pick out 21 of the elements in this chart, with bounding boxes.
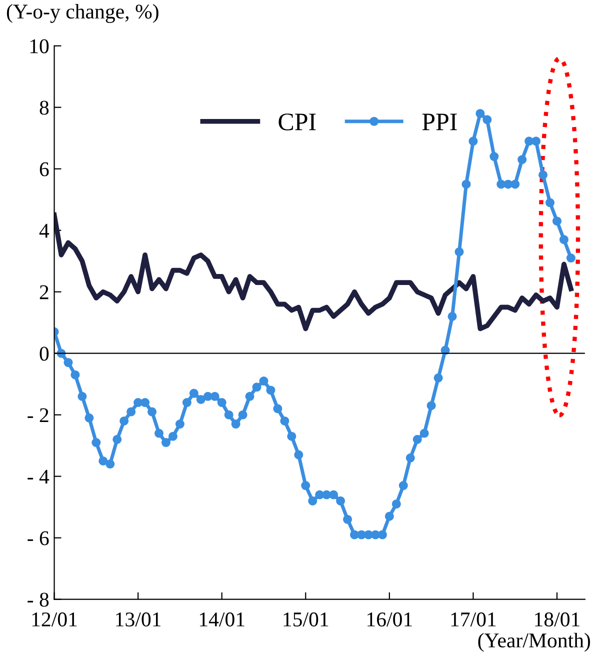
x-tick-label: 13/01	[116, 612, 161, 626]
y-tick-label: 6	[40, 162, 49, 176]
y-tick-label: - 8	[28, 592, 49, 607]
x-tick-label: 17/01	[451, 612, 496, 626]
legend-label: CPI	[278, 114, 316, 130]
y-tick-label: 10	[30, 39, 49, 54]
x-tick-label: 16/01	[368, 612, 412, 626]
x-tick-label: 18/01	[535, 612, 580, 626]
y-tick-label: 4	[39, 224, 50, 238]
y-tick-label: 2	[40, 285, 48, 300]
y-tick-label: 0	[40, 346, 49, 361]
y-axis-title: (Y-o-y change, %)	[6, 4, 158, 23]
legend-label: PPI	[422, 114, 457, 130]
y-tick-label: - 2	[28, 408, 48, 422]
y-tick-label: - 6	[28, 531, 49, 546]
y-tick-label: - 4	[28, 470, 50, 484]
x-tick-label: 14/01	[200, 612, 244, 626]
x-tick-label: 15/01	[284, 612, 328, 626]
y-tick-label: 8	[40, 100, 49, 115]
x-axis-title: (Year/Month)	[478, 632, 590, 652]
x-tick-label: 12/01	[32, 612, 77, 626]
